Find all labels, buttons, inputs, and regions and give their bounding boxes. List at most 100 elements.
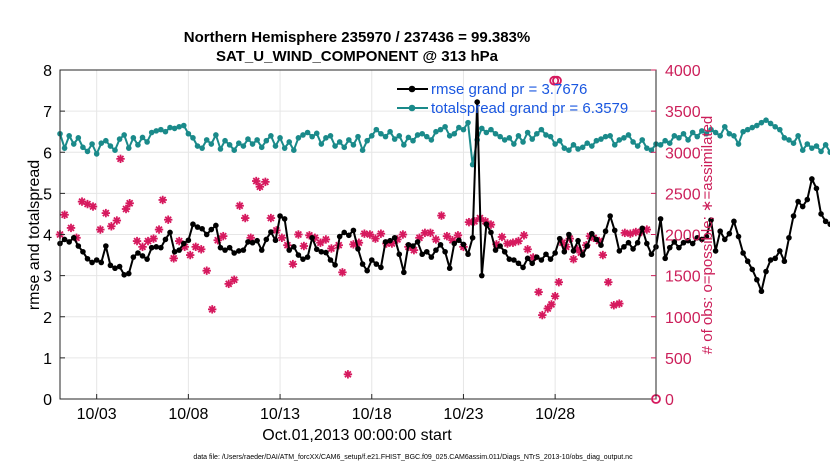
- obs-assimilated-point: [252, 176, 261, 186]
- rmse-point: [190, 221, 196, 228]
- rmse-point: [460, 241, 467, 248]
- rmse-point: [304, 254, 311, 260]
- rmse-point: [538, 257, 545, 263]
- totalspread-point: [478, 125, 485, 132]
- x-axis-label: Oct.01,2013 00:00:00 start: [262, 427, 452, 444]
- totalspread-point: [570, 142, 577, 148]
- totalspread-point: [818, 148, 824, 155]
- totalspread-point: [167, 124, 173, 131]
- totalspread-point: [300, 132, 306, 138]
- obs-assimilated-point: [202, 266, 211, 275]
- obs-assimilated-point: [338, 268, 347, 277]
- totalspread-point: [556, 137, 563, 144]
- rmse-point: [671, 239, 678, 245]
- obs-assimilated-point: [365, 230, 375, 239]
- rmse-point: [167, 229, 173, 236]
- totalspread-point: [634, 143, 641, 149]
- rmse-point: [767, 257, 774, 263]
- rmse-point: [171, 248, 178, 255]
- totalspread-point: [795, 133, 801, 139]
- totalspread-point: [708, 126, 714, 133]
- totalspread-point: [781, 135, 788, 141]
- totalspread-point: [327, 133, 334, 139]
- rmse-point: [607, 213, 613, 219]
- rmse-point: [121, 272, 127, 278]
- totalspread-point: [153, 128, 160, 134]
- rmse-point: [570, 248, 577, 254]
- y-tick-label: 1: [43, 351, 52, 368]
- obs-assimilated-point: [116, 154, 125, 164]
- x-tick-label: 10/18: [352, 406, 392, 423]
- rmse-point: [735, 233, 742, 240]
- totalspread-point: [451, 130, 458, 137]
- totalspread-point: [506, 135, 513, 141]
- obs-assimilated-point: [125, 199, 134, 208]
- totalspread-point: [488, 126, 494, 133]
- totalspread-point: [671, 133, 678, 139]
- rmse-point: [689, 240, 696, 247]
- obs-assimilated-point: [266, 213, 276, 223]
- obs-assimilated-point: [138, 242, 147, 252]
- totalspread-point: [813, 143, 820, 149]
- rmse-point: [89, 259, 95, 266]
- totalspread-point: [694, 133, 701, 140]
- totalspread-point: [341, 144, 348, 151]
- totalspread-point: [501, 137, 508, 143]
- totalspread-point: [699, 128, 705, 134]
- rmse-point: [391, 234, 398, 241]
- y2-tick-label: 1500: [665, 269, 701, 286]
- rmse-point: [717, 228, 723, 235]
- rmse-point: [162, 236, 169, 243]
- totalspread-point: [144, 139, 150, 145]
- totalspread-point: [373, 126, 380, 133]
- rmse-point: [327, 257, 334, 263]
- totalspread-point: [185, 130, 192, 137]
- obs-assimilated-point: [321, 235, 331, 244]
- plot-area: [55, 75, 830, 404]
- rmse-point: [712, 248, 719, 254]
- rmse-point: [813, 185, 820, 192]
- totalspread-point: [226, 142, 233, 148]
- rmse-point: [456, 237, 462, 244]
- rmse-point: [318, 248, 325, 255]
- obs-assimilated-point: [241, 213, 250, 223]
- totalspread-point: [492, 130, 499, 137]
- rmse-point: [483, 221, 490, 228]
- y2-tick-label: 3500: [665, 104, 701, 121]
- totalspread-point: [776, 126, 783, 133]
- rmse-point: [721, 236, 728, 243]
- totalspread-point: [364, 137, 370, 144]
- y2-axis-label: # of obs: o=possible; ∗=assimilated: [699, 116, 716, 355]
- totalspread-point: [437, 126, 444, 133]
- obs-assimilated-point: [158, 195, 167, 205]
- totalspread-point: [245, 136, 251, 142]
- y2-tick-label: 500: [665, 351, 692, 368]
- totalspread-point: [446, 133, 453, 139]
- totalspread-point: [685, 137, 691, 143]
- totalspread-point: [401, 142, 407, 148]
- rmse-point: [396, 251, 403, 258]
- rmse-point: [414, 239, 421, 245]
- rmse-point: [501, 248, 508, 255]
- chart-subtitle: SAT_U_WIND_COMPONENT @ 313 hPa: [216, 48, 499, 65]
- obs-possible-point: [552, 75, 562, 86]
- rmse-point: [194, 224, 201, 230]
- obs-assimilated-point: [154, 225, 164, 234]
- obs-assimilated-point: [169, 254, 178, 263]
- totalspread-point: [240, 143, 247, 149]
- totalspread-point: [772, 123, 778, 130]
- rmse-point: [790, 213, 797, 219]
- obs-assimilated-point: [569, 254, 578, 264]
- obs-assimilated-point: [615, 299, 624, 308]
- y-tick-label: 2: [43, 310, 52, 327]
- rmse-point: [699, 236, 705, 243]
- totalspread-point: [703, 130, 710, 137]
- obs-assimilated-point: [230, 275, 239, 284]
- rmse-point: [84, 255, 91, 262]
- rmse-point: [401, 269, 407, 276]
- totalspread-point: [529, 136, 536, 142]
- rmse-point: [309, 234, 315, 241]
- totalspread-point: [84, 148, 91, 155]
- totalspread-point: [107, 143, 114, 149]
- rmse-point: [772, 255, 778, 262]
